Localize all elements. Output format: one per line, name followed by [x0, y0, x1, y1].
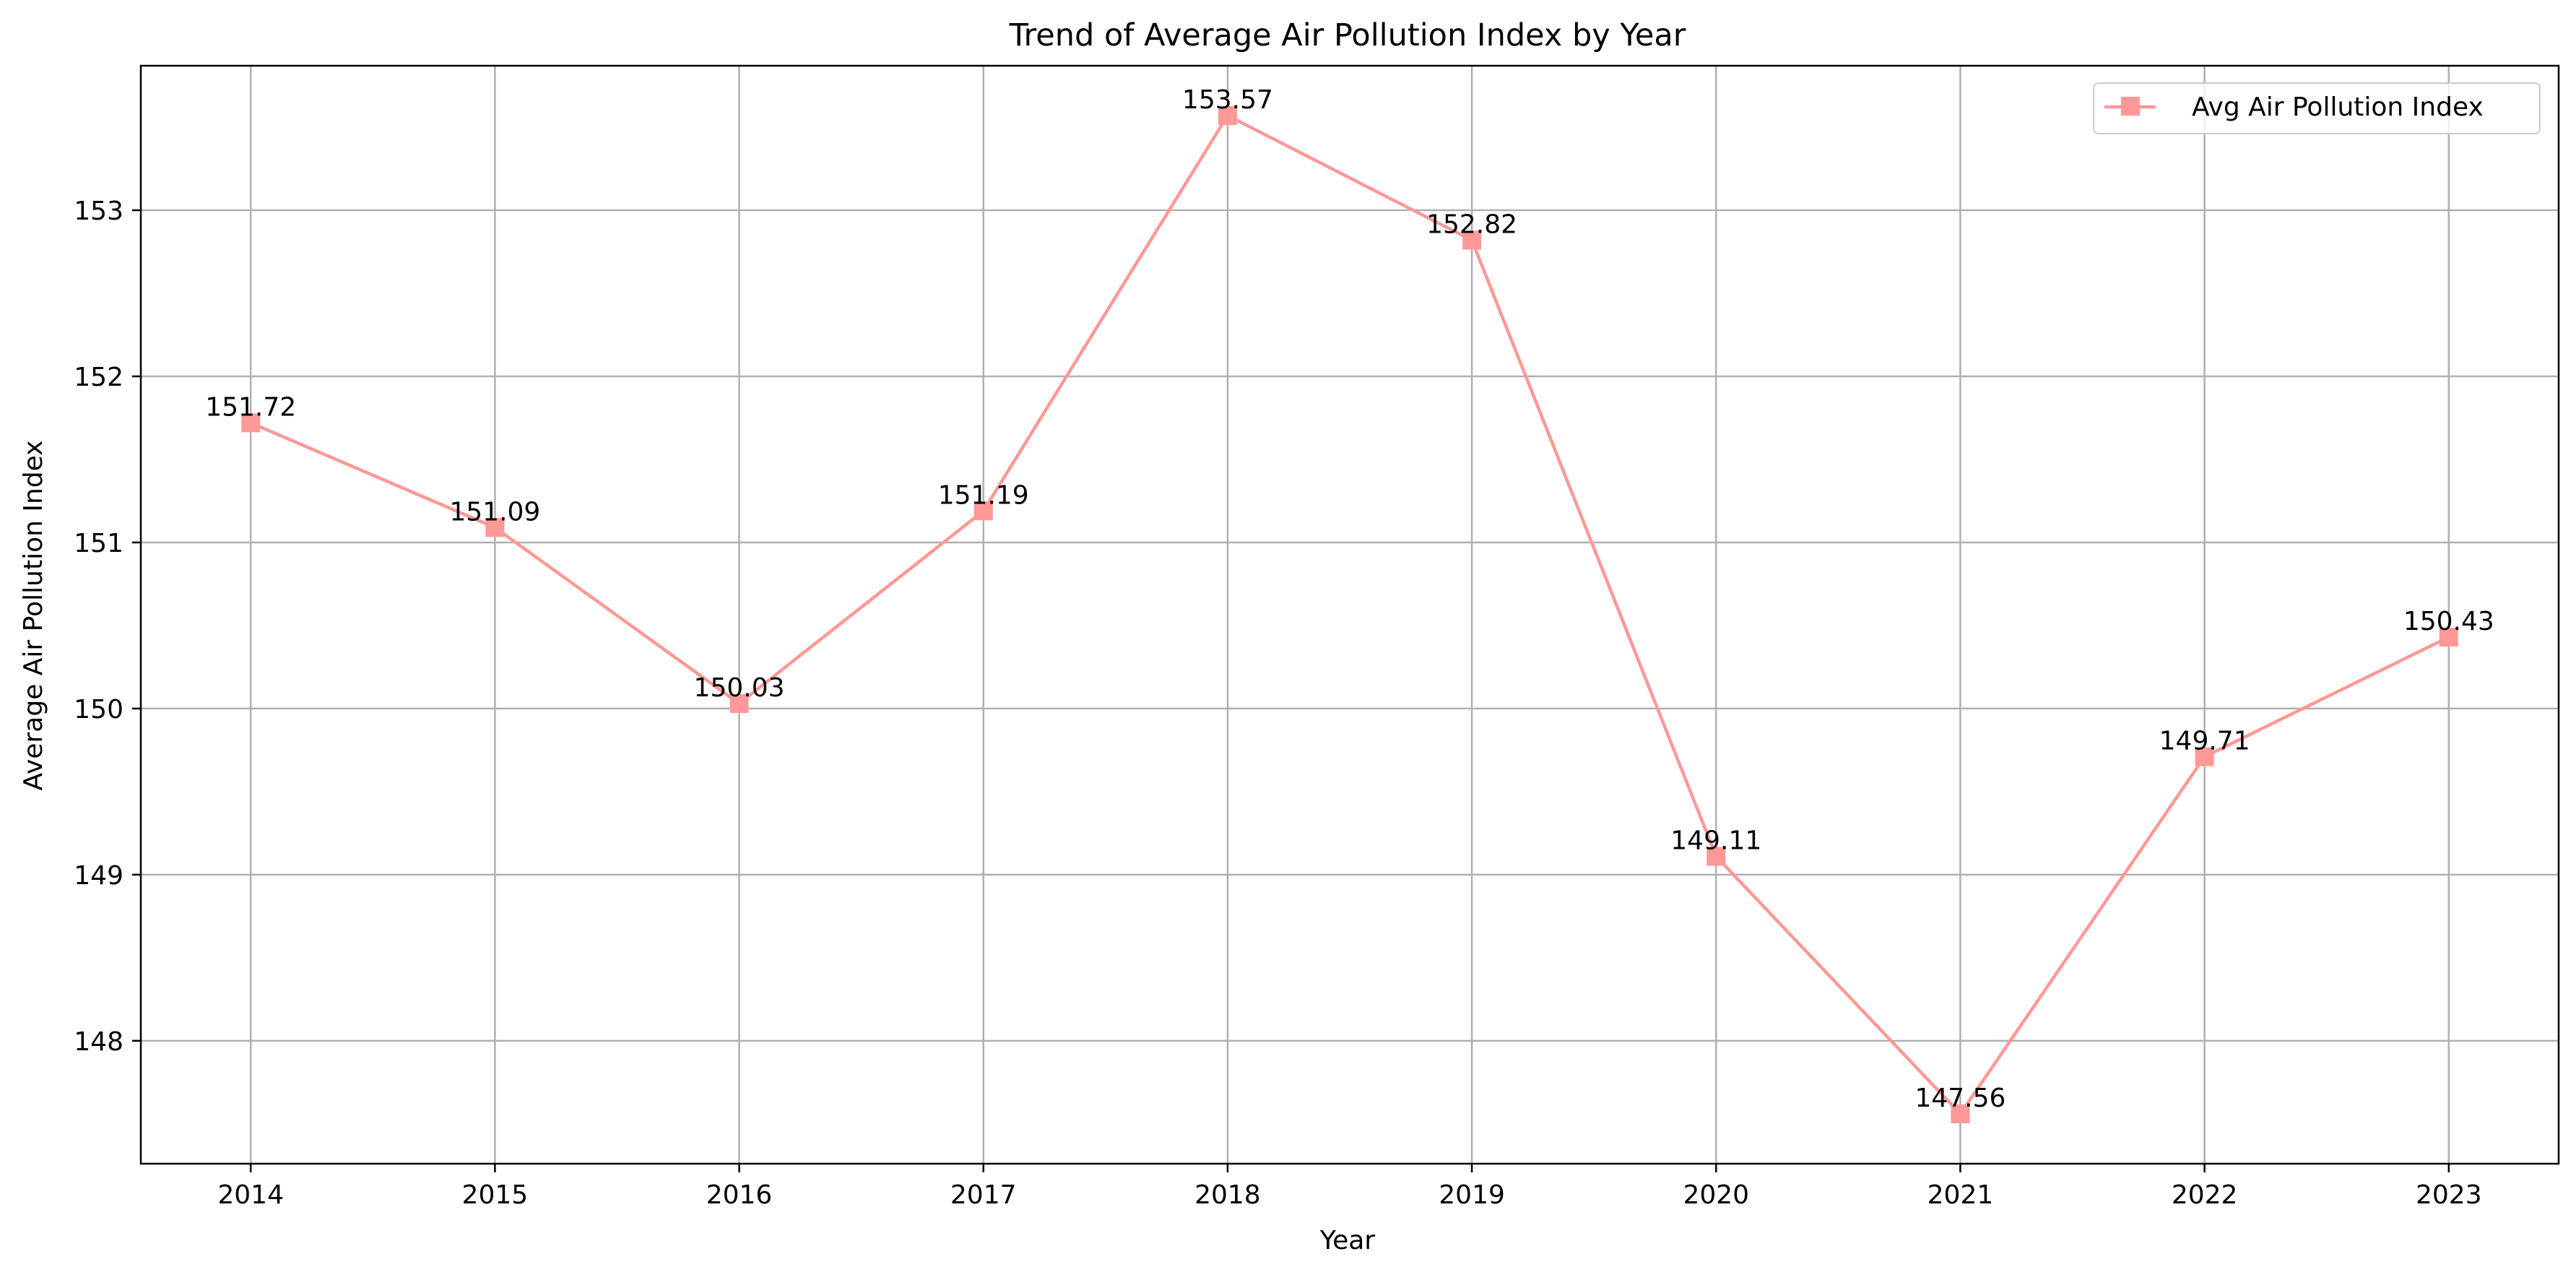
y-tick-label: 153	[74, 196, 123, 226]
data-label: 151.09	[449, 497, 540, 527]
series-line	[250, 113, 2450, 1116]
legend: Avg Air Pollution Index	[2093, 82, 2541, 134]
y-tick-label: 148	[74, 1027, 123, 1057]
legend-box	[2093, 82, 2541, 134]
chart-title: Trend of Average Air Pollution Index by …	[1009, 17, 1686, 53]
y-tick-label: 150	[74, 695, 123, 725]
data-label: 151.19	[938, 480, 1029, 510]
data-point-marker	[973, 501, 993, 521]
plot-frame	[139, 64, 2560, 1165]
x-tick-label: 2020	[1683, 1180, 1749, 1210]
x-tick-label: 2019	[1439, 1180, 1505, 1210]
legend-marker-swatch	[2121, 97, 2140, 116]
x-tick-label: 2017	[950, 1180, 1017, 1210]
y-tick-label: 152	[74, 363, 123, 392]
data-label: 153.57	[1182, 85, 1273, 115]
x-tick-label: 2022	[2172, 1180, 2238, 1210]
x-axis-label: Year	[1319, 1226, 1375, 1255]
data-label: 147.56	[1914, 1084, 2005, 1113]
data-label: 151.72	[205, 392, 296, 422]
data-point-marker	[2195, 747, 2214, 766]
data-label: 149.71	[2159, 727, 2250, 756]
tick-layer: 2014 2015 2016 2017 2018 2019 2020 2021 2022 2023…	[74, 196, 2481, 1210]
x-tick-label: 2018	[1194, 1180, 1261, 1210]
data-point-marker	[2439, 628, 2458, 647]
x-tick-label: 2021	[1927, 1180, 1994, 1210]
data-point-marker	[241, 413, 261, 433]
x-tick-label: 2016	[706, 1180, 773, 1210]
data-label: 150.03	[694, 673, 785, 703]
legend-label: Avg Air Pollution Index	[2192, 92, 2484, 122]
data-point-marker	[729, 694, 749, 714]
data-point-marker	[485, 518, 505, 537]
x-tick-label: 2015	[462, 1180, 529, 1210]
x-tick-label: 2023	[2416, 1180, 2482, 1210]
data-point-marker	[1218, 105, 1237, 125]
data-label: 152.82	[1426, 209, 1517, 239]
y-tick-label: 151	[74, 529, 123, 558]
data-label-layer: 151.72 151.09 150.03 151.19 153.57 152.82 149.…	[205, 85, 2494, 1113]
data-point-marker	[1951, 1104, 1970, 1124]
data-point-marker	[1707, 847, 1726, 866]
y-tick-label: 149	[74, 861, 123, 891]
x-tick-label: 2014	[217, 1180, 284, 1210]
data-point-marker	[1462, 230, 1482, 250]
y-axis-label: Average Air Pollution Index	[19, 441, 48, 791]
data-label: 150.43	[2403, 607, 2494, 636]
data-label: 149.11	[1670, 826, 1761, 856]
series-layer	[241, 105, 2458, 1124]
